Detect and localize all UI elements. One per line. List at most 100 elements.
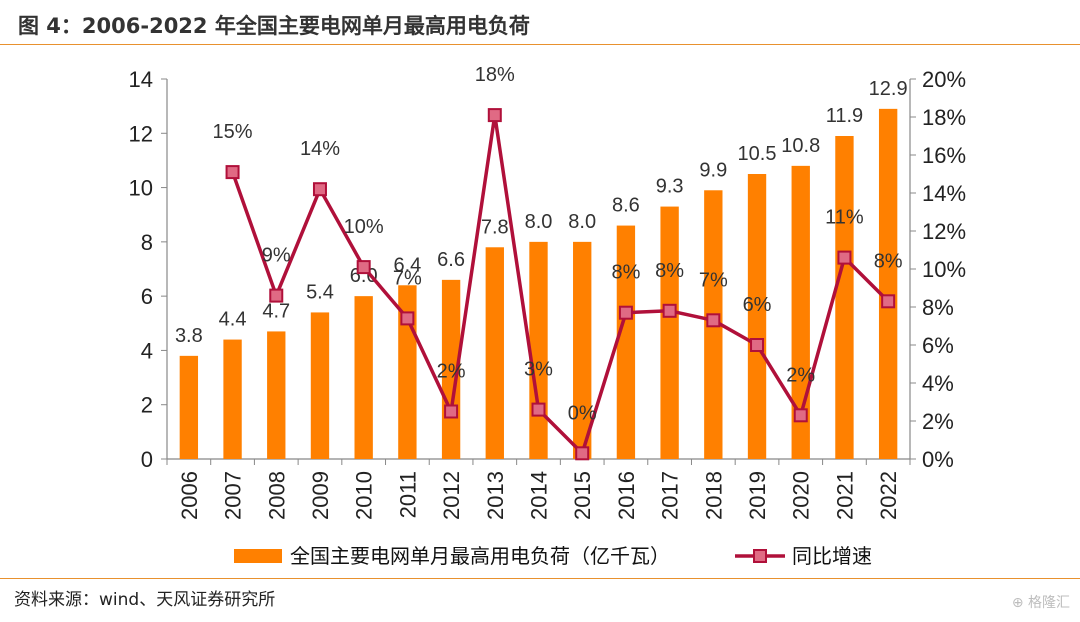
legend-label-line: 同比增速 — [792, 544, 872, 568]
y-left-tick-label: 14 — [129, 67, 153, 92]
line-label: 15% — [213, 121, 253, 143]
y-left-tick-label: 6 — [141, 284, 153, 309]
bar-label: 8.6 — [612, 195, 640, 217]
y-right-tick-label: 20% — [922, 67, 966, 92]
bar-series — [179, 108, 898, 460]
x-tick-label: 2010 — [352, 471, 377, 520]
bar — [616, 225, 636, 459]
line-marker — [793, 408, 808, 423]
legend-swatch-bar — [234, 549, 282, 563]
line-label: 6% — [743, 294, 772, 316]
x-tick-label: 2021 — [832, 471, 857, 520]
line-marker — [662, 303, 677, 318]
y-left-tick-label: 8 — [141, 230, 153, 255]
line-marker — [269, 288, 284, 303]
bar-data-labels: 3.84.4 4.75.46.0 6.4 6.67.8 8.0 8.08.69.39.91… — [175, 78, 908, 347]
y-right-tick-label: 6% — [922, 333, 954, 358]
y-right-tick-label: 12% — [922, 219, 966, 244]
bar-label: 4.7 — [262, 300, 290, 322]
legend: 全国主要电网单月最高用电负荷（亿千瓦） 同比增速 — [234, 544, 872, 568]
line-label: 14% — [300, 138, 340, 160]
bar-label: 9.9 — [699, 159, 727, 181]
y-right-tick-label: 0% — [922, 447, 954, 472]
line-label: 7% — [393, 267, 422, 289]
x-tick-label: 2014 — [527, 471, 552, 520]
line-data-labels: 15% 9% 14% 10% 7% 2% 18% 3% 0% 8% 8% 7% 6% 2% 11% 8% — [213, 64, 903, 424]
bar-label: 6.4 — [393, 254, 421, 276]
line-marker — [400, 311, 415, 326]
line-label: 11% — [825, 207, 864, 229]
x-tick-label: 2022 — [876, 471, 901, 520]
title-divider — [0, 44, 1080, 45]
line-label: 7% — [699, 269, 728, 291]
line-marker — [225, 165, 240, 180]
bar — [791, 165, 810, 459]
x-tick-label: 2015 — [570, 471, 595, 520]
line-label: 0% — [568, 402, 597, 424]
line-marker — [444, 404, 459, 419]
y-left-tick-label: 0 — [141, 447, 153, 472]
page-title: 图 4：2006-2022 年全国主要电网单月最高用电负荷 — [18, 14, 530, 38]
bar — [573, 241, 592, 459]
bar-label: 8.0 — [525, 211, 553, 233]
bar — [223, 339, 242, 459]
line-marker — [881, 294, 896, 309]
chart-axes: 2006 2007 2008 2009 2010 2011 2012 2013 2014 2015… — [129, 67, 967, 520]
bar-label: 3.8 — [175, 325, 203, 347]
bar — [747, 174, 767, 459]
bar — [878, 108, 898, 459]
x-tick-label: 2007 — [221, 471, 246, 520]
bar — [485, 247, 504, 459]
bar-label: 4.4 — [219, 309, 247, 331]
y-right-tick-label: 4% — [922, 371, 954, 396]
x-tick-label: 2016 — [614, 471, 639, 520]
bar — [310, 312, 330, 459]
line-marker — [706, 313, 721, 328]
line-label: 3% — [524, 359, 553, 381]
bar-label: 11.9 — [826, 105, 863, 127]
y-right-tick-label: 10% — [922, 257, 966, 282]
x-tick-label: 2006 — [177, 471, 202, 520]
line-marker — [837, 250, 852, 265]
line-label: 10% — [344, 216, 384, 238]
x-tick-label: 2020 — [789, 471, 814, 520]
line-label: 2% — [786, 364, 815, 386]
x-tick-label: 2009 — [308, 471, 333, 520]
x-tick-label: 2018 — [701, 471, 726, 520]
bar-label: 12.9 — [869, 78, 908, 100]
line-marker — [531, 402, 546, 417]
legend-marker-line — [753, 549, 767, 563]
series-line — [230, 113, 890, 456]
bar — [660, 206, 679, 459]
source-divider — [0, 578, 1080, 579]
bar — [179, 355, 199, 459]
y-right-tick-label: 2% — [922, 409, 954, 434]
y-right-tick-label: 18% — [922, 105, 966, 130]
bar — [354, 296, 373, 459]
y-left-tick-label: 2 — [141, 393, 153, 418]
line-marker — [575, 446, 590, 461]
line-label: 8% — [655, 260, 684, 282]
line-label: 2% — [437, 361, 466, 383]
bar-label: 10.8 — [781, 135, 820, 157]
line-marker — [356, 260, 371, 275]
bar-label: 7.8 — [481, 216, 509, 238]
bar-label: 9.3 — [656, 176, 684, 198]
y-right-tick-label: 8% — [922, 295, 954, 320]
line-label: 9% — [262, 245, 291, 267]
line-label: 8% — [874, 250, 903, 272]
bar-label: 8.0 — [568, 211, 596, 233]
source-note: 资料来源：wind、天风证券研究所 — [14, 590, 276, 610]
bar — [835, 136, 854, 459]
line-label: 18% — [475, 64, 515, 86]
bar — [267, 331, 286, 459]
bar-label: 5.4 — [306, 281, 334, 303]
line-marker — [312, 182, 327, 197]
line-marker — [618, 305, 633, 320]
y-left-tick-label: 10 — [129, 176, 153, 201]
x-tick-label: 2012 — [439, 471, 464, 520]
bar-label: 6.6 — [437, 249, 465, 271]
line-series — [225, 108, 896, 461]
bar — [529, 241, 548, 459]
